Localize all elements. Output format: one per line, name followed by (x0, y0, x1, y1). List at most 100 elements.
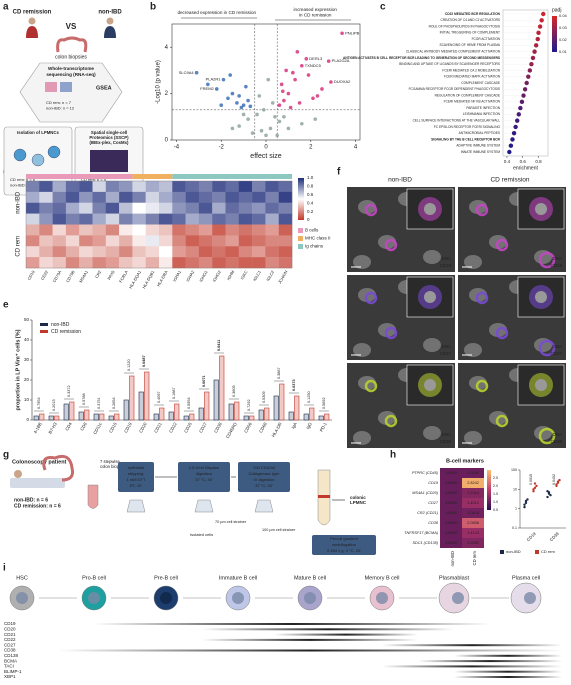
p-value: 0.1220 (127, 359, 131, 371)
heat-cell (145, 213, 160, 225)
heat-cell (462, 538, 484, 548)
point (532, 490, 535, 493)
dot (510, 137, 515, 142)
bar (114, 413, 120, 421)
heat-cell (105, 202, 120, 214)
bar (183, 415, 189, 421)
expression-bar (58, 649, 562, 652)
heat-cell (145, 191, 160, 203)
dot (524, 80, 529, 86)
box-title: (IBEx-plex, CosMx) (90, 140, 129, 145)
tissue-icon (90, 150, 128, 172)
cell-label: 1.0256 (467, 471, 479, 475)
heat-cell (225, 246, 239, 258)
heat-cell (225, 181, 239, 193)
term-label: CLASSICAL ANTIBODY MEDIATED COMPLEMENT A… (406, 49, 501, 53)
person-head (28, 17, 36, 25)
marker-label: CD19 (4, 621, 16, 626)
legend-label: CD remission (51, 329, 81, 335)
point (535, 484, 538, 488)
column-label: IGHG1 (198, 269, 209, 283)
point (206, 82, 210, 87)
note: colonic (350, 495, 366, 500)
dot (539, 18, 544, 23)
point (230, 126, 235, 131)
heat-cell (198, 213, 213, 225)
heat-cell (185, 235, 200, 247)
point (226, 96, 230, 101)
layer (318, 495, 330, 498)
vs: VS (66, 22, 77, 31)
panel-letter: e (3, 300, 9, 311)
p-value: 0.3867 (277, 367, 281, 379)
dot (522, 87, 528, 92)
marker-label: BLIMP-1 (4, 669, 22, 674)
step-text: 37 °C, 30' (255, 483, 273, 488)
point (280, 89, 285, 94)
stain (538, 339, 556, 357)
heat-cell (238, 202, 253, 214)
point (524, 501, 528, 505)
dot (521, 93, 526, 98)
legend-swatch (535, 550, 539, 554)
stain (495, 414, 509, 428)
y-tick-label: 0.1 (512, 526, 517, 530)
bar (294, 395, 300, 421)
bar (138, 391, 144, 421)
point (244, 84, 248, 89)
legend-tick: 0.01 (559, 49, 568, 54)
expression-bar (274, 633, 418, 636)
point (214, 87, 219, 91)
bar (303, 413, 309, 421)
channel-label: DNA (552, 256, 562, 261)
gene-label: FREM2 (200, 86, 214, 91)
heat-cell (92, 224, 106, 236)
term-label: ANTIGEN ACTIVATES B CELL RECEPTOR BCR LE… (343, 56, 500, 60)
box-title: Whole-transcriptome (48, 66, 94, 71)
y-tick-label: 100 (511, 468, 517, 472)
heat-cell (65, 257, 80, 269)
bar (204, 391, 210, 421)
heat-cell (212, 181, 226, 193)
colon-icon (56, 36, 88, 53)
p-value: 0.3751 (97, 397, 101, 409)
cell-icon (47, 145, 61, 159)
bar (288, 411, 294, 421)
legend-tick: 1.0 (493, 500, 498, 504)
point (286, 91, 291, 96)
column-title: CD remission (490, 177, 529, 184)
heat-cell (212, 246, 226, 258)
note: LPMNC (350, 500, 367, 505)
column-label: IGHA1 (172, 269, 183, 283)
cell-label: 2.0658 (467, 521, 479, 525)
p-value: 0.0015 (529, 474, 533, 485)
heat-cell (159, 181, 173, 193)
step-text: 1 mM DTT (127, 477, 146, 482)
heat-cell (440, 488, 462, 498)
gene-label: PNLIPB (345, 30, 360, 35)
x-axis-label: effect size (250, 153, 281, 160)
bar (219, 355, 225, 421)
heat-cell (39, 224, 53, 236)
column-title: non-IBD (388, 177, 412, 184)
heat-cell (225, 257, 239, 269)
heat-cell (132, 213, 146, 225)
bar (153, 413, 159, 421)
expression-bar (454, 676, 562, 678)
point (255, 112, 259, 117)
step-text: Collagenase type (249, 471, 281, 476)
point (340, 31, 344, 36)
column-label: CD79A (52, 269, 63, 283)
note: in CD remission (299, 13, 332, 18)
stain (475, 379, 489, 393)
point (282, 115, 286, 119)
p-value: 0.7954 (37, 397, 41, 409)
heat-cell (26, 181, 40, 193)
note: increased expression (294, 7, 338, 12)
heat-cell (119, 246, 133, 258)
dot (507, 149, 512, 155)
point (547, 491, 551, 494)
legend-title: padj (552, 7, 561, 13)
p-value: 0.0411 (217, 340, 221, 351)
point (315, 94, 320, 98)
